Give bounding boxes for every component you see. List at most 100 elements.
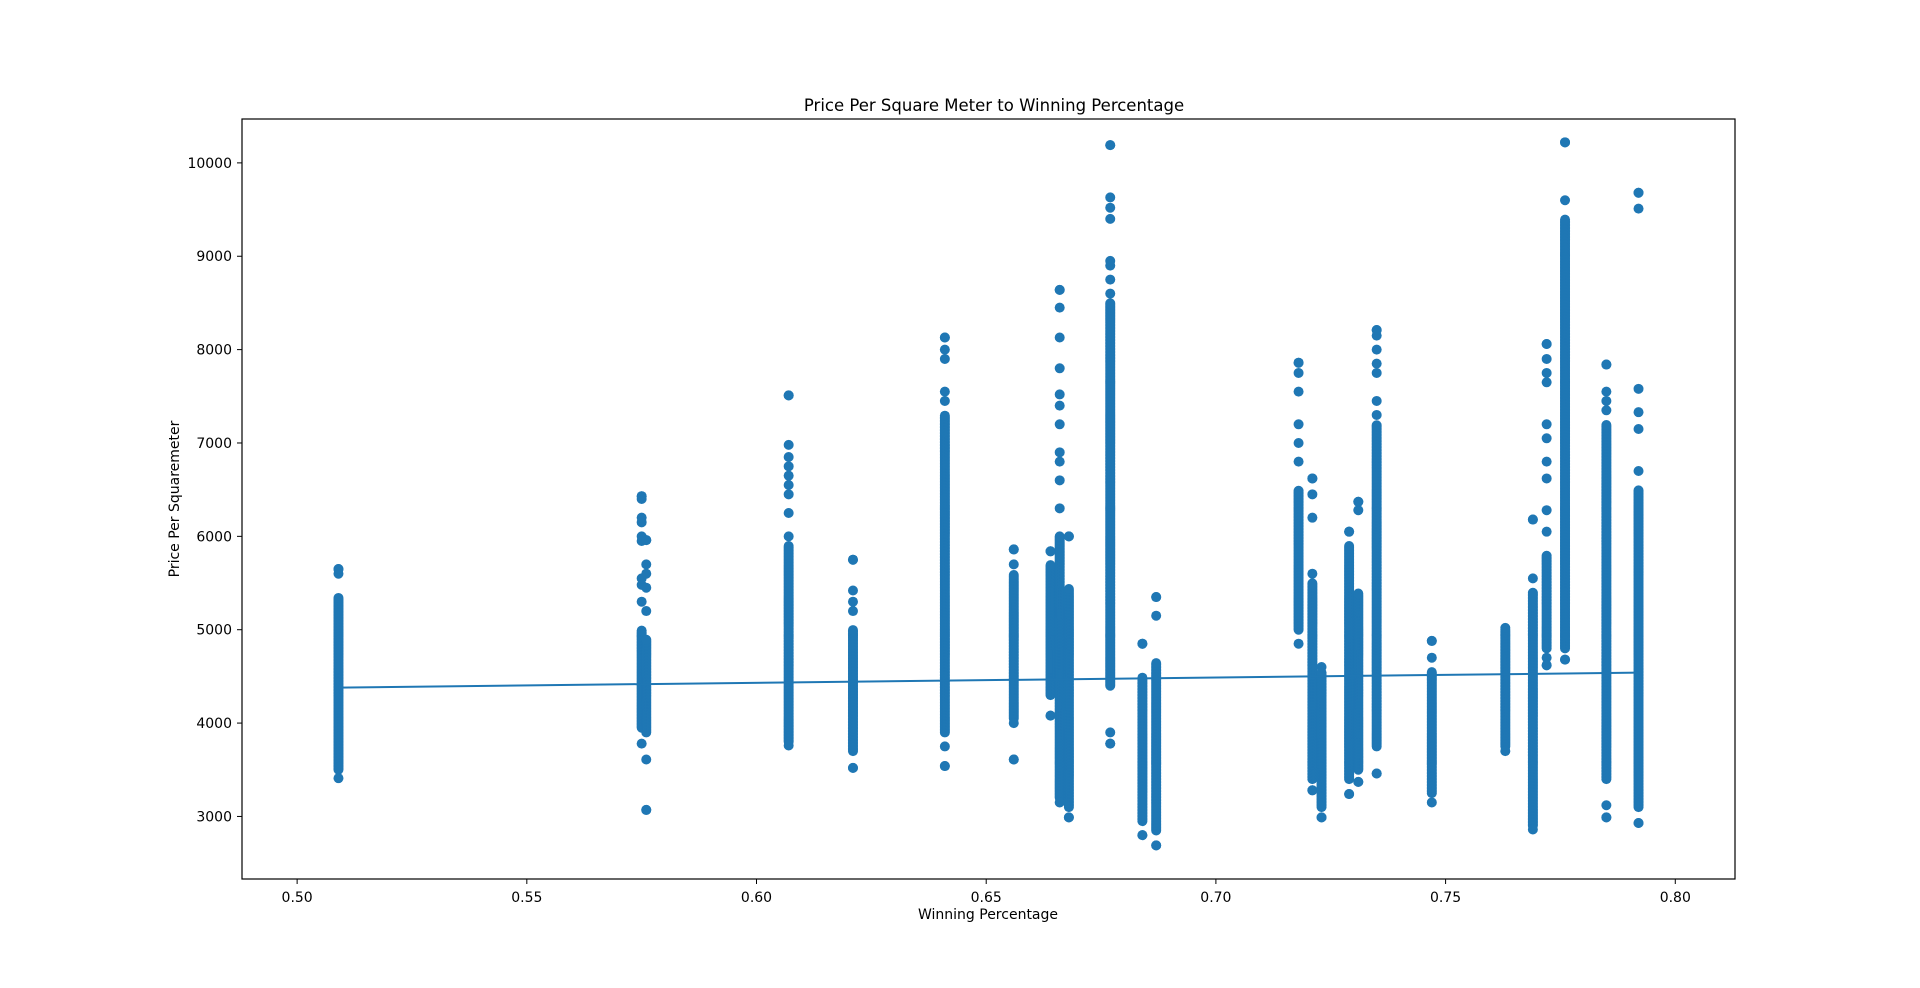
y-tick-label: 9000 [196, 249, 232, 265]
y-axis: 3000 4000 5000 6000 7000 8000 9000 10000 [187, 156, 242, 825]
y-tick-label: 3000 [196, 809, 232, 825]
scatter-point [1054, 400, 1065, 411]
scatter-point [1353, 588, 1364, 599]
scatter-point [1633, 383, 1644, 394]
scatter-point [1371, 420, 1382, 431]
scatter-point [783, 461, 794, 472]
scatter-point [1151, 592, 1162, 603]
plot-area [333, 137, 1644, 851]
scatter-point [783, 541, 794, 552]
scatter-point [1054, 456, 1065, 467]
scatter-column [1500, 622, 1511, 757]
scatter-point [641, 804, 652, 815]
x-axis: 0.50 0.55 0.60 0.65 0.70 0.75 0.80 [282, 879, 1691, 906]
y-tick-label: 7000 [196, 436, 232, 452]
scatter-point [1054, 284, 1065, 295]
scatter-point [1054, 332, 1065, 343]
y-tick-label: 6000 [196, 529, 232, 545]
scatter-point [636, 512, 647, 523]
scatter-point [783, 508, 794, 518]
scatter-point [636, 491, 647, 502]
scatter-point [1601, 395, 1612, 406]
scatter-point [641, 582, 652, 593]
scatter-point [1316, 662, 1327, 673]
scatter-point [1353, 505, 1364, 516]
scatter-point [333, 592, 344, 603]
scatter-point [1541, 377, 1552, 388]
scatter-point [1293, 386, 1304, 397]
scatter-point [1344, 789, 1355, 800]
scatter-point [1054, 531, 1065, 542]
scatter-point [1105, 727, 1116, 738]
scatter-point [1105, 202, 1116, 213]
scatter-point [939, 741, 950, 752]
scatter-point [1353, 496, 1364, 507]
scatter-point [1541, 456, 1552, 467]
scatter-column [333, 564, 344, 784]
scatter-column [1054, 284, 1065, 808]
scatter-point [1045, 546, 1056, 557]
scatter-column [1008, 544, 1019, 765]
scatter-point [1054, 475, 1065, 486]
scatter-point [1105, 274, 1116, 285]
scatter-point [783, 489, 794, 500]
y-tick-label: 10000 [187, 156, 232, 172]
scatter-point [1541, 419, 1552, 430]
y-tick-label: 8000 [196, 343, 232, 359]
trend-line [338, 671, 1639, 689]
scatter-point [1293, 437, 1304, 448]
scatter-point [1601, 386, 1612, 397]
scatter-column [1293, 357, 1304, 649]
scatter-point [1633, 407, 1644, 418]
scatter-point [1137, 830, 1148, 841]
scatter-point [1105, 288, 1116, 299]
scatter-point [1560, 195, 1571, 206]
scatter-point [1151, 610, 1162, 621]
scatter-point [847, 554, 858, 565]
scatter-point [939, 332, 950, 343]
scatter-point [1500, 746, 1511, 757]
scatter-point [1293, 357, 1304, 368]
scatter-point [1633, 817, 1644, 828]
scatter-point [641, 606, 652, 617]
scatter-point [783, 480, 794, 490]
scatter-point [1105, 140, 1116, 151]
scatter-point [1307, 489, 1318, 500]
scatter-point [1293, 367, 1304, 378]
x-tick-label: 0.70 [1200, 890, 1231, 906]
x-tick-label: 0.80 [1660, 890, 1691, 906]
scatter-point [636, 596, 647, 607]
scatter-point [1307, 578, 1318, 589]
scatter-point [1063, 531, 1074, 542]
scatter-column [1316, 662, 1327, 823]
scatter-point [1426, 635, 1437, 646]
scatter-point [1008, 754, 1019, 765]
scatter-point [1633, 203, 1644, 214]
chart-title: Price Per Square Meter to Winning Percen… [804, 96, 1184, 115]
scatter-point [1353, 776, 1364, 787]
scatter-point [333, 564, 344, 575]
scatter-point [641, 754, 652, 765]
scatter-point [1541, 433, 1552, 444]
scatter-point [939, 761, 950, 772]
scatter-column [1601, 359, 1612, 823]
scatter-point [847, 625, 858, 636]
scatter-column [1633, 187, 1644, 828]
scatter-point [1371, 409, 1382, 420]
scatter-point [939, 386, 950, 397]
scatter-point [847, 762, 858, 773]
scatter-point [1008, 718, 1019, 729]
scatter-point [1560, 654, 1571, 665]
scatter-column [1371, 325, 1382, 779]
scatter-column [641, 535, 652, 815]
scatter-column [1353, 496, 1364, 787]
scatter-point [1137, 638, 1148, 649]
x-tick-label: 0.65 [971, 890, 1002, 906]
scatter-point [783, 451, 794, 462]
scatter-point [1371, 367, 1382, 378]
scatter-column [1527, 514, 1538, 835]
scatter-point [1601, 812, 1612, 823]
y-axis-label: Price Per Squaremeter [167, 420, 183, 577]
scatter-point [1344, 541, 1355, 552]
scatter-point [847, 596, 858, 607]
